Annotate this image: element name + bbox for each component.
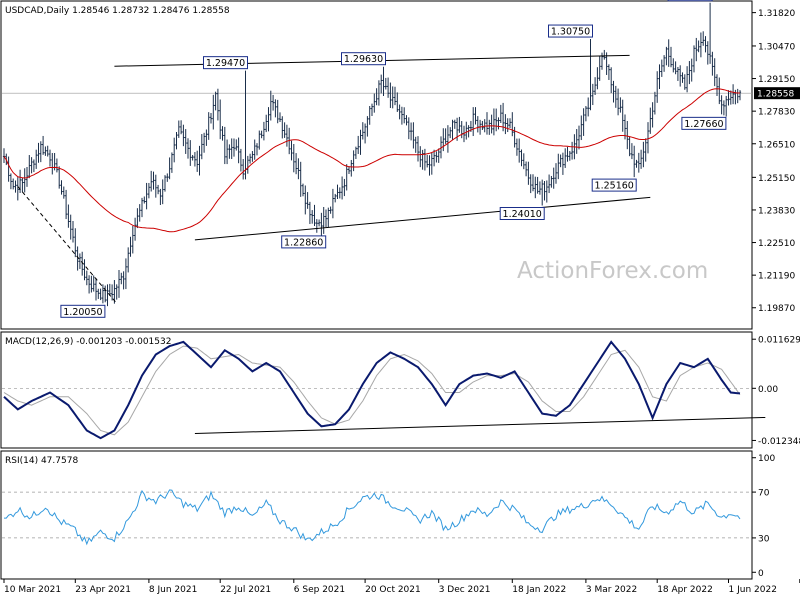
- x-axis-label: 22 Jul 2021: [220, 585, 271, 595]
- extreme-label: 1.30750: [549, 25, 593, 38]
- x-axis-label: 8 Jun 2021: [149, 585, 197, 595]
- price-axis-tick-label: 1.19870: [758, 304, 795, 314]
- x-axis-label: 3 Mar 2022: [586, 585, 637, 595]
- price-axis-tick-label: 1.26510: [758, 140, 795, 150]
- rsi-title: RSI(14) 47.7578: [5, 456, 78, 466]
- extreme-label: 1.25160: [592, 179, 636, 192]
- extreme-label: 1.29470: [204, 57, 248, 70]
- price-axis-tick-label: 1.27830: [758, 108, 795, 118]
- x-axis-label: 23 Apr 2021: [75, 585, 131, 595]
- svg-text:1.29470: 1.29470: [206, 58, 245, 69]
- svg-text:1.25160: 1.25160: [595, 181, 634, 192]
- macd-title: MACD(12,26,9) -0.001203 -0.001532: [5, 337, 171, 347]
- svg-text:1.22860: 1.22860: [284, 237, 323, 248]
- svg-text:1.30750: 1.30750: [551, 27, 590, 38]
- price-axis-tick-label: 1.30470: [758, 42, 795, 52]
- extreme-label: 1.27660: [682, 117, 726, 130]
- svg-text:1.27660: 1.27660: [684, 119, 723, 130]
- macd-axis-tick-label: 0.011629: [758, 336, 800, 346]
- macd-axis-tick-label: -0.012348: [758, 437, 800, 447]
- price-axis-tick-label: 1.29150: [758, 75, 795, 85]
- x-axis-label: 18 Apr 2022: [657, 585, 713, 595]
- macd-axis-tick-label: 0.00: [758, 385, 778, 395]
- extreme-label: 1.20050: [61, 305, 105, 318]
- rsi-axis-tick-label: 70: [758, 489, 770, 499]
- extreme-label: 1.29630: [342, 53, 386, 66]
- extreme-label: 1.24010: [500, 208, 544, 221]
- price-axis-tick-label: 1.23830: [758, 206, 795, 216]
- extreme-label: 1.22860: [282, 236, 326, 249]
- x-axis-label: 1 Jun 2022: [729, 585, 777, 595]
- svg-text:1.32220: 1.32220: [670, 0, 709, 1]
- x-axis-label: 3 Dec 2021: [439, 585, 491, 595]
- x-axis-label: 6 Sep 2021: [294, 585, 345, 595]
- watermark: ActionForex.com: [517, 258, 708, 284]
- price-axis-tick-label: 1.25150: [758, 174, 795, 184]
- current-price-label: 1.28558: [757, 90, 794, 100]
- x-axis-label: 10 Mar 2021: [4, 585, 61, 595]
- svg-text:1.29630: 1.29630: [344, 54, 383, 65]
- svg-text:1.24010: 1.24010: [503, 209, 542, 220]
- extreme-label: 1.32220: [668, 0, 712, 1]
- x-axis-label: 18 Jan 2022: [512, 585, 566, 595]
- rsi-axis-tick-label: 30: [758, 534, 770, 544]
- price-axis-tick-label: 1.21190: [758, 272, 795, 282]
- price-axis-tick-label: 1.31820: [758, 9, 795, 19]
- price-title: USDCAD,Daily 1.28546 1.28732 1.28476 1.2…: [5, 6, 230, 16]
- rsi-axis-tick-label: 100: [758, 454, 775, 464]
- svg-text:1.20050: 1.20050: [63, 307, 102, 318]
- price-axis-tick-label: 1.22510: [758, 239, 795, 249]
- rsi-axis-tick-label: 0: [758, 569, 764, 579]
- x-axis-label: 20 Oct 2021: [365, 585, 421, 595]
